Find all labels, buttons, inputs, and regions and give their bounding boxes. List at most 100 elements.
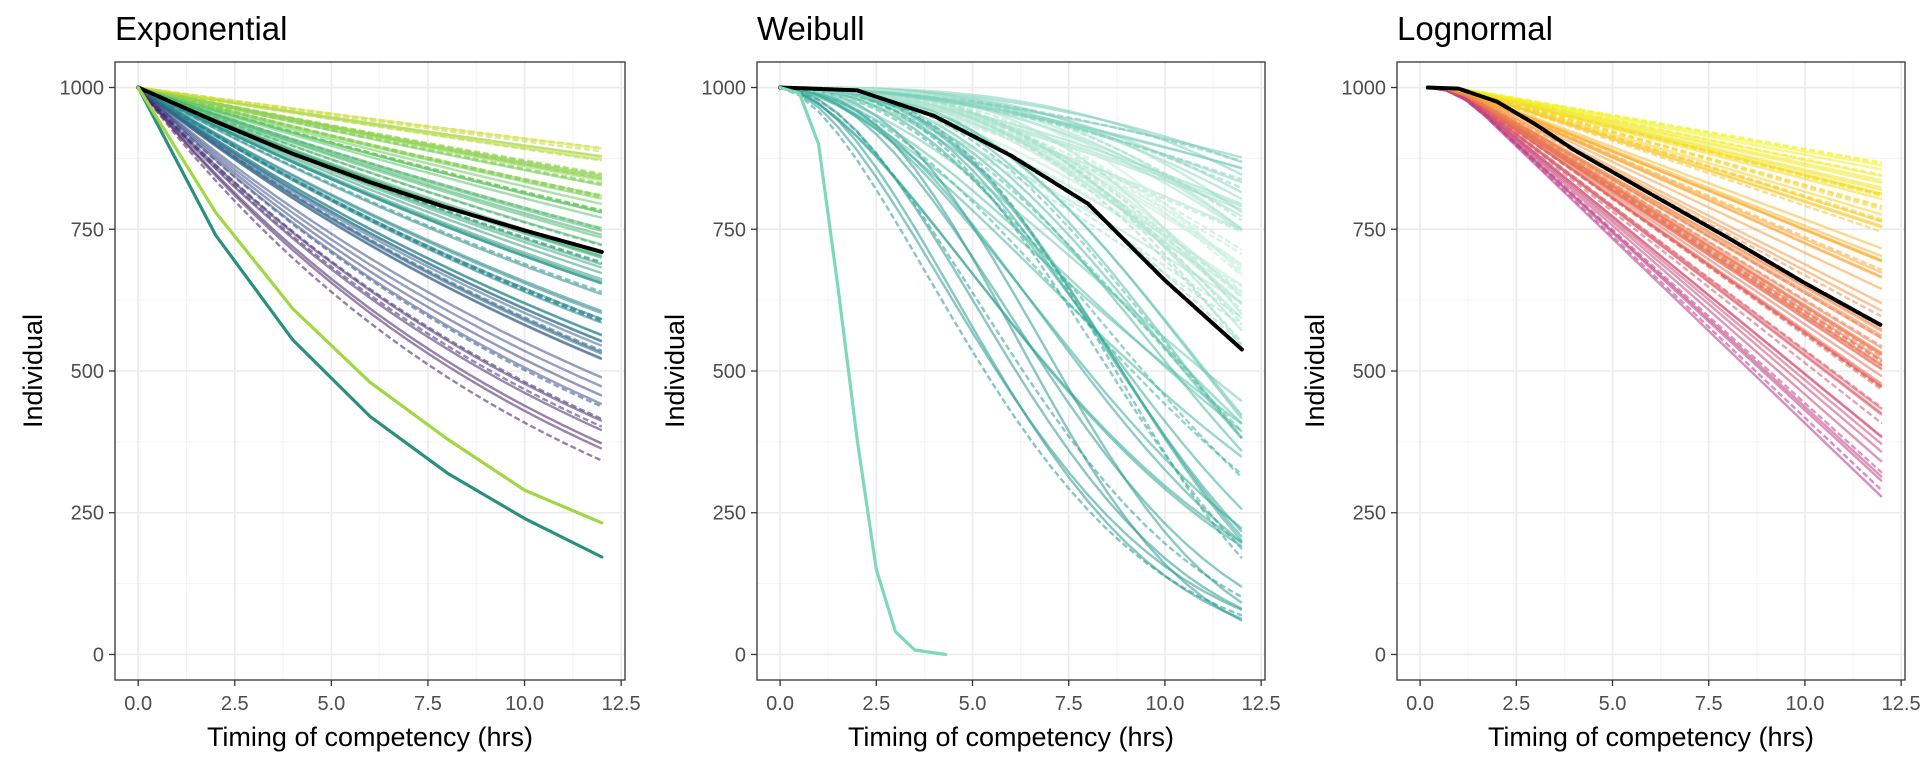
trajectory-line (1427, 86, 1883, 391)
trajectory-line (779, 86, 1243, 599)
y-tick-label: 750 (1353, 219, 1386, 241)
x-tick-label: 5.0 (317, 693, 345, 715)
trajectory-line (137, 86, 603, 198)
trajectory-line (137, 86, 603, 285)
trajectory-line (137, 86, 603, 296)
trajectory-line (1427, 86, 1883, 216)
x-tick-label: 7.5 (414, 693, 442, 715)
trajectory-line (137, 86, 603, 397)
y-tick-label: 500 (1353, 361, 1386, 383)
x-tick-label: 7.5 (1055, 693, 1083, 715)
y-axis-label: Individual (1300, 314, 1330, 428)
y-tick-label: 750 (713, 219, 746, 241)
y-tick-label: 0 (93, 644, 104, 666)
trajectory-line (137, 86, 603, 408)
trajectory-line (780, 86, 1243, 604)
x-tick-label: 0.0 (124, 693, 152, 715)
panel-title: Weibull (757, 10, 865, 47)
trajectory-line (137, 86, 603, 406)
y-tick-label: 250 (1353, 503, 1386, 525)
trajectory-line (1427, 86, 1883, 463)
x-axis-label: Timing of competency (hrs) (1488, 722, 1814, 752)
x-tick-label: 2.5 (862, 693, 890, 715)
trajectory-line (137, 86, 603, 239)
trajectory-line (137, 86, 603, 180)
trajectory-line (779, 86, 1243, 588)
panel-lognormal: 0.0 2.5 5.0 7.5 10.0 12.5 0 250 500 750 1000 Timing… (1300, 10, 1920, 752)
trajectory-line (1427, 86, 1883, 439)
series-mean (1425, 85, 1884, 328)
panel-title: Lognormal (1397, 10, 1553, 47)
trajectory-line (1427, 86, 1883, 312)
x-tick-label: 10.0 (1785, 693, 1824, 715)
y-axis-label: Individual (18, 314, 48, 428)
trajectory-line (137, 86, 603, 213)
panel-weibull: 0.0 2.5 5.0 7.5 10.0 12.5 0 250 500 750 1000 Timing… (660, 10, 1281, 752)
y-tick-label: 1000 (60, 78, 105, 100)
trajectory-line (137, 86, 603, 379)
trajectory-line (137, 86, 603, 315)
trajectory-line (779, 86, 1243, 621)
trajectory-line (1427, 86, 1883, 498)
x-tick-label: 2.5 (1502, 693, 1530, 715)
trajectory-line (137, 86, 603, 186)
x-tick-label: 12.5 (1242, 693, 1281, 715)
trajectory-line (137, 86, 603, 206)
trajectory-line (137, 86, 603, 422)
trajectory-line (137, 86, 603, 246)
y-axis-label: Individual (660, 314, 690, 428)
trajectory-line (1427, 86, 1883, 340)
series-second-lowest (136, 85, 604, 525)
trajectory-line (137, 86, 603, 293)
y-tick-label: 0 (735, 644, 746, 666)
trajectory-line (137, 86, 603, 361)
curves (136, 85, 604, 559)
curves (1425, 85, 1884, 498)
y-tick-label: 750 (71, 219, 104, 241)
trajectory-line (137, 86, 603, 322)
trajectory-line (1427, 86, 1883, 272)
trajectory-line (137, 86, 603, 352)
trajectory-line (138, 86, 602, 153)
trajectory-line (1427, 86, 1883, 478)
x-tick-label: 7.5 (1695, 693, 1723, 715)
trajectory-line (137, 86, 603, 462)
trajectory-line (1427, 86, 1883, 474)
y-tick-label: 1000 (1342, 78, 1387, 100)
y-tick-label: 0 (1375, 644, 1386, 666)
y-tick-label: 500 (713, 361, 746, 383)
x-tick-label: 12.5 (602, 693, 641, 715)
x-tick-label: 12.5 (1882, 693, 1920, 715)
series-fast (778, 85, 948, 657)
y-tick-label: 500 (71, 361, 104, 383)
panel-exponential: 0.0 2.5 5.0 7.5 10.0 12.5 0 250 500 750 1000 Timing… (18, 10, 641, 752)
x-tick-label: 0.0 (1406, 693, 1434, 715)
series-mean (778, 85, 1244, 352)
trajectory-line (138, 86, 602, 161)
trajectory-line (137, 86, 603, 336)
trajectory-line (780, 86, 1243, 319)
trajectory-line (137, 86, 603, 445)
x-tick-label: 10.0 (505, 693, 544, 715)
trajectory-line (779, 86, 1243, 544)
y-tick-label: 250 (71, 503, 104, 525)
x-axis-label: Timing of competency (hrs) (207, 722, 533, 752)
trajectory-line (138, 86, 602, 150)
x-axis-label: Timing of competency (hrs) (848, 722, 1174, 752)
series-lowest (136, 85, 604, 559)
trajectory-line (1427, 86, 1883, 363)
trajectory-line (137, 86, 603, 275)
trajectory-line (780, 86, 1243, 326)
y-tick-label: 250 (713, 503, 746, 525)
trajectory-line (137, 86, 603, 450)
trajectory-line (1427, 86, 1883, 278)
trajectory-line (137, 86, 603, 428)
trajectory-line (137, 86, 603, 176)
trajectory-line (1427, 86, 1883, 425)
trajectory-line (1427, 86, 1883, 196)
trajectory-line (779, 86, 1243, 476)
trajectory-line (779, 86, 1243, 403)
trajectory-line (1427, 86, 1883, 165)
x-tick-label: 2.5 (221, 693, 249, 715)
